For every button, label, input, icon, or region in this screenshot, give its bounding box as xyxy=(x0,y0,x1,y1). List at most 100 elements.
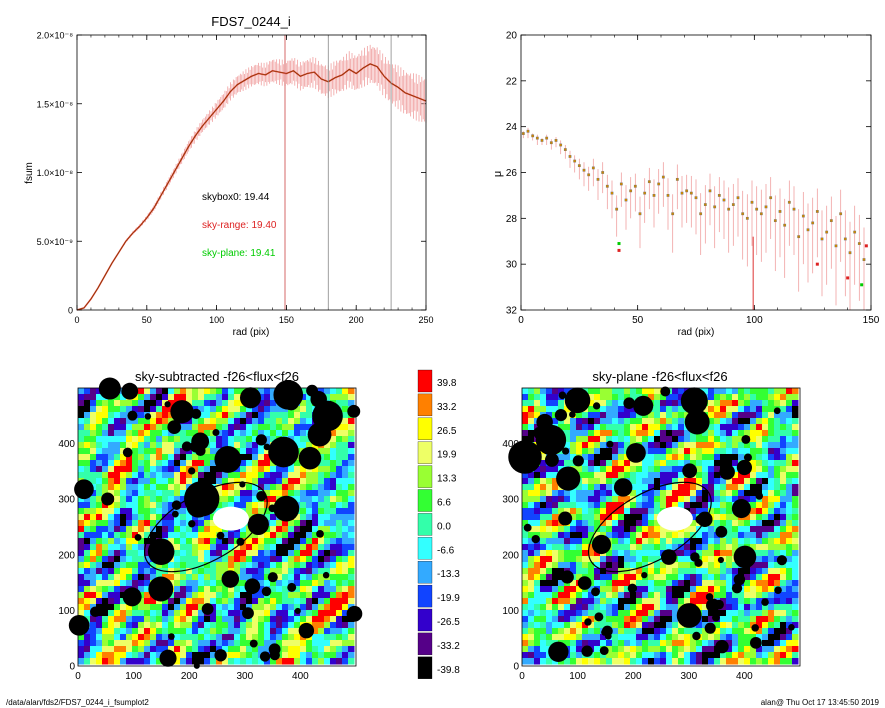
sky-plane-pixel xyxy=(786,580,793,587)
sky-plane-pixel xyxy=(678,448,685,455)
sky-plane-pixel xyxy=(552,502,559,509)
sky-plane-pixel xyxy=(522,388,529,395)
sky-subtracted-pixel xyxy=(348,466,355,473)
sky-plane-pixel xyxy=(630,640,637,647)
sky-plane-pixel xyxy=(642,652,649,659)
sky-subtracted-pixel xyxy=(168,454,175,461)
sky-subtracted-pixel xyxy=(192,478,199,485)
sky-plane-pixel xyxy=(678,424,685,431)
sky-subtracted-pixel xyxy=(96,436,103,443)
sky-subtracted-pixel xyxy=(96,622,103,629)
sky-plane-pixel xyxy=(750,484,757,491)
sky-subtracted-pixel xyxy=(108,604,115,611)
sky-subtracted-pixel xyxy=(348,436,355,443)
sky-subtracted-pixel xyxy=(330,478,337,485)
sky-plane-pixel xyxy=(648,610,655,617)
sky-subtracted-pixel xyxy=(234,484,241,491)
sky-subtracted-pixel xyxy=(276,544,283,551)
sky-plane-pixel xyxy=(564,562,571,569)
sky-plane-pixel xyxy=(792,418,799,425)
sky-subtracted-masked-source xyxy=(170,400,194,424)
sky-subtracted-pixel xyxy=(330,526,337,533)
sky-plane-pixel xyxy=(768,652,775,659)
sky-subtracted-pixel xyxy=(228,652,235,659)
sky-plane-pixel xyxy=(666,424,673,431)
sky-subtracted-pixel xyxy=(324,496,331,503)
sky-plane-pixel xyxy=(636,652,643,659)
sky-plane-pixel xyxy=(666,598,673,605)
sky-plane-pixel xyxy=(642,454,649,461)
sky-subtracted-pixel xyxy=(252,460,259,467)
sky-subtracted-pixel xyxy=(282,622,289,629)
sky-plane-pixel xyxy=(750,514,757,521)
sky-plane-pixel xyxy=(606,532,613,539)
sky-plane-pixel xyxy=(546,514,553,521)
fsum-xlabel: rad (pix) xyxy=(233,327,270,338)
mu-ytick-label: 32 xyxy=(506,306,518,317)
sky-plane-pixel xyxy=(606,400,613,407)
sky-subtracted-pixel xyxy=(180,592,187,599)
sky-plane-pixel xyxy=(666,538,673,545)
sky-plane-pixel xyxy=(576,598,583,605)
sky-plane-pixel xyxy=(558,526,565,533)
sky-subtracted-pixel xyxy=(306,610,313,617)
sky-subtracted-pixel xyxy=(96,406,103,413)
sky-plane-pixel xyxy=(702,616,709,623)
sky-plane-pixel xyxy=(732,646,739,653)
sky-subtracted-pixel xyxy=(270,544,277,551)
sky-plane-pixel xyxy=(606,484,613,491)
sky-plane-pixel xyxy=(636,556,643,563)
sky-subtracted-pixel xyxy=(186,580,193,587)
sky-subtracted-pixel xyxy=(270,592,277,599)
sky-subtracted-pixel xyxy=(90,658,97,665)
sky-subtracted-pixel xyxy=(240,562,247,569)
sky-plane-pixel xyxy=(738,610,745,617)
sky-plane-pixel xyxy=(792,592,799,599)
sky-subtracted-pixel xyxy=(228,544,235,551)
sky-plane-pixel xyxy=(660,418,667,425)
sky-plane-pixel xyxy=(774,604,781,611)
sky-plane-pixel xyxy=(546,568,553,575)
sky-plane-pixel xyxy=(630,544,637,551)
sky-plane-pixel xyxy=(774,646,781,653)
sky-subtracted-pixel xyxy=(156,532,163,539)
sky-subtracted-pixel xyxy=(132,508,139,515)
sky-subtracted-pixel xyxy=(294,514,301,521)
sky-subtracted-pixel xyxy=(318,574,325,581)
sky-subtracted-pixel xyxy=(288,622,295,629)
sky-subtracted-pixel xyxy=(330,388,337,395)
sky-subtracted-pixel xyxy=(90,490,97,497)
sky-subtracted-pixel xyxy=(288,568,295,575)
sky-subtracted-pixel xyxy=(282,538,289,545)
sky-subtracted-pixel xyxy=(156,568,163,575)
sky-plane-pixel xyxy=(546,640,553,647)
sky-subtracted-pixel xyxy=(180,652,187,659)
sky-subtracted-pixel xyxy=(204,598,211,605)
sky-plane-pixel xyxy=(636,550,643,557)
sky-plane-pixel xyxy=(786,544,793,551)
sky-subtracted-pixel xyxy=(102,442,109,449)
sky-plane-pixel xyxy=(660,454,667,461)
sky-plane-pixel xyxy=(672,598,679,605)
sky-subtracted-pixel xyxy=(126,526,133,533)
sky-subtracted-pixel xyxy=(84,412,91,419)
mu-ylabel: μ xyxy=(492,171,504,177)
sky-plane-pixel xyxy=(744,640,751,647)
sky-subtracted-pixel xyxy=(132,646,139,653)
sky-subtracted-pixel xyxy=(234,622,241,629)
sky-plane-pixel xyxy=(558,454,565,461)
sky-subtracted-masked-source xyxy=(201,603,214,615)
sky-plane-pixel xyxy=(786,448,793,455)
sky-subtracted-pixel xyxy=(300,418,307,425)
sky-plane-pixel xyxy=(732,526,739,533)
sky-plane-pixel xyxy=(666,412,673,419)
sky-subtracted-pixel xyxy=(270,598,277,605)
sky-plane-pixel xyxy=(756,532,763,539)
sky-subtracted-pixel xyxy=(96,556,103,563)
sky-plane-pixel xyxy=(786,442,793,449)
sky-subtracted-pixel xyxy=(252,448,259,455)
sky-subtracted-pixel xyxy=(300,388,307,395)
sky-subtracted-pixel xyxy=(78,658,85,665)
sky-plane-pixel xyxy=(750,634,757,641)
sky-plane-pixel xyxy=(552,532,559,539)
